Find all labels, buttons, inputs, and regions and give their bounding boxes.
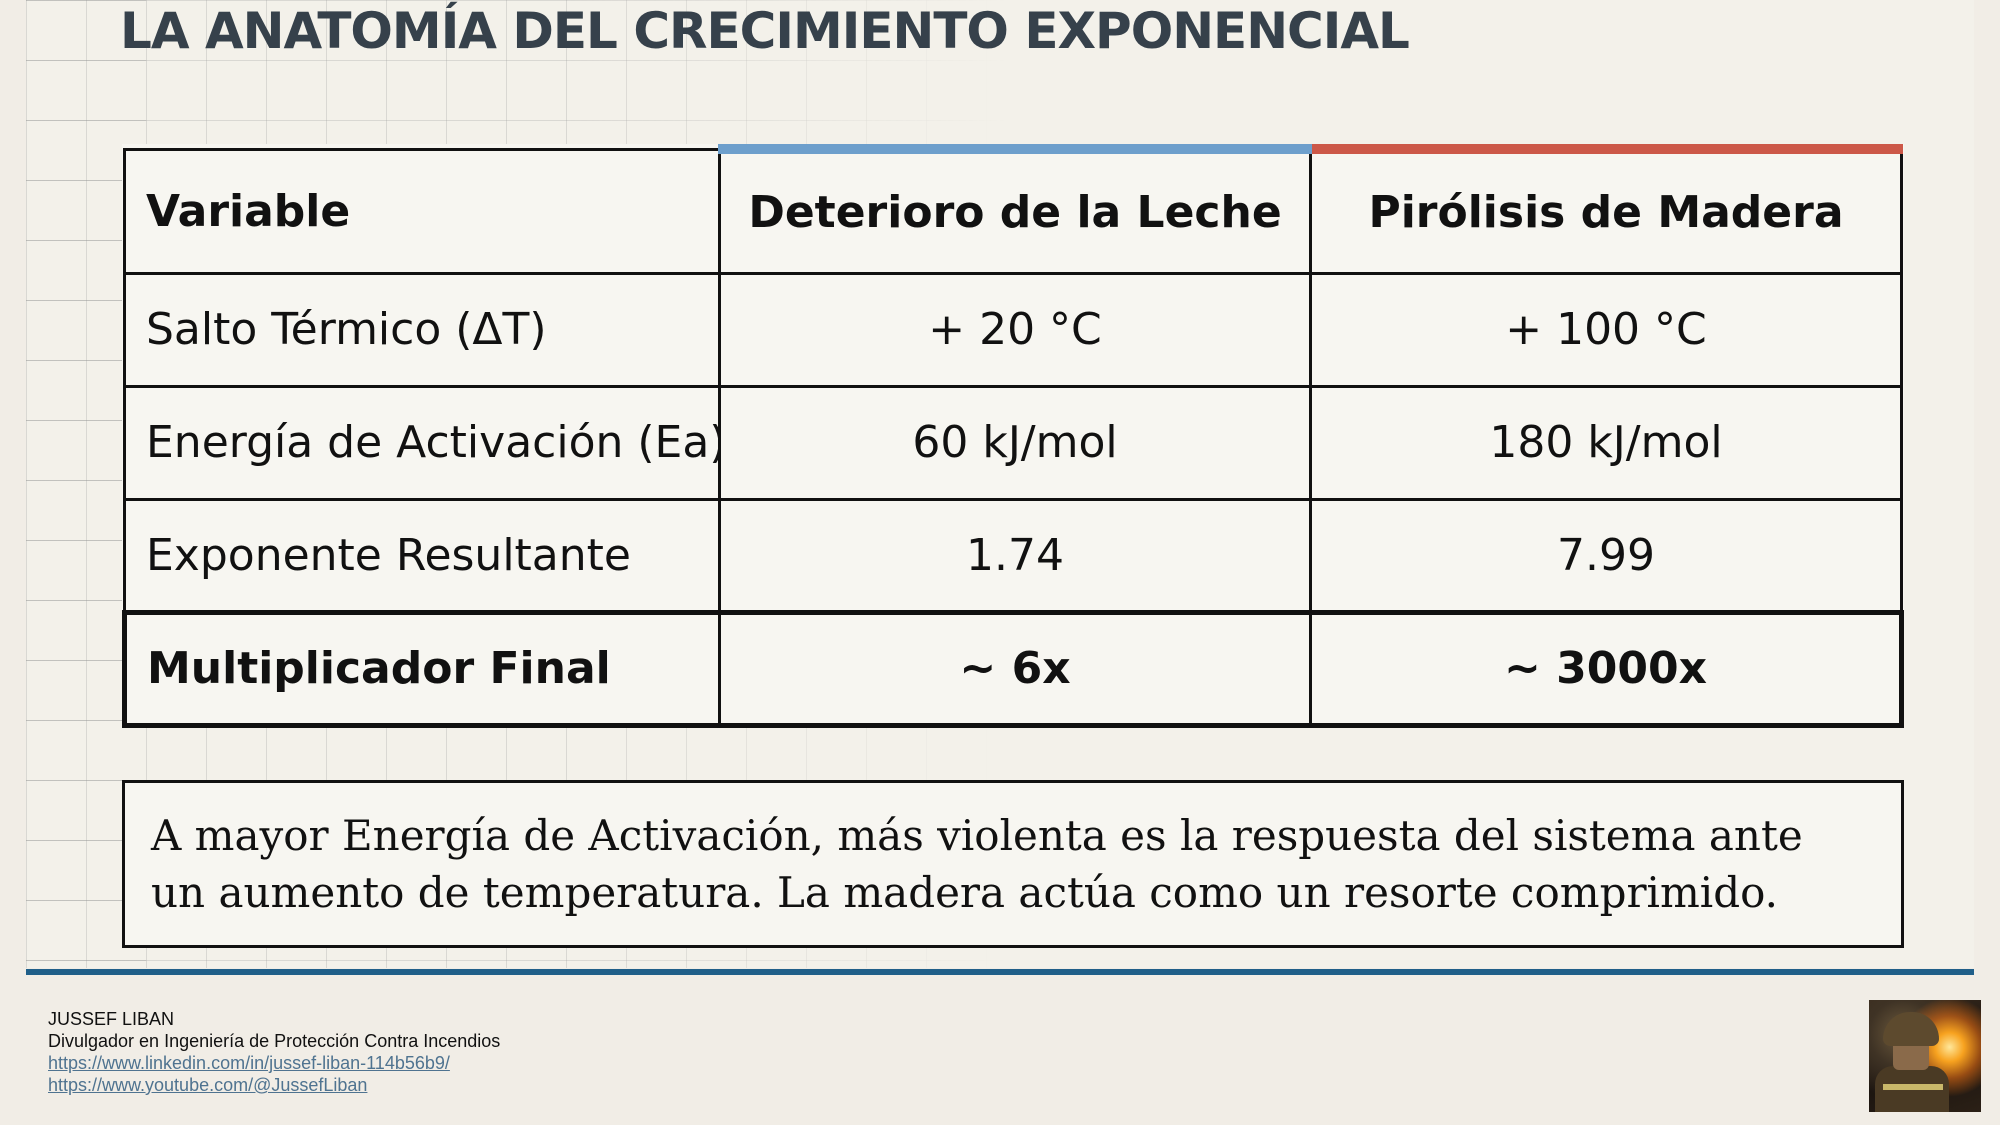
- slide: LA ANATOMÍA DEL CRECIMIENTO EXPONENCIAL …: [26, 0, 1974, 968]
- table-header-row: Variable Deterioro de la Leche Pirólisis…: [123, 144, 1903, 275]
- slide-title: LA ANATOMÍA DEL CRECIMIENTO EXPONENCIAL: [120, 2, 1410, 60]
- table-row: Exponente Resultante 1.74 7.99: [123, 497, 1903, 614]
- comparison-table: Variable Deterioro de la Leche Pirólisis…: [122, 144, 1904, 728]
- cell-madera: 7.99: [1309, 497, 1903, 614]
- row-label: Salto Térmico (ΔT): [123, 271, 721, 388]
- header-madera: Pirólisis de Madera: [1309, 144, 1903, 275]
- table-row-final: Multiplicador Final ~ 6x ~ 3000x: [122, 609, 1904, 728]
- footer-divider: [26, 969, 1974, 975]
- header-variable: Variable: [123, 147, 721, 275]
- cell-madera: 180 kJ/mol: [1309, 384, 1903, 501]
- conclusion-box: A mayor Energía de Activación, más viole…: [122, 780, 1904, 948]
- linkedin-link[interactable]: https://www.linkedin.com/in/jussef-liban…: [48, 1053, 450, 1073]
- youtube-link[interactable]: https://www.youtube.com/@JussefLiban: [48, 1075, 368, 1095]
- footer: JUSSEF LIBAN Divulgador en Ingeniería de…: [48, 1008, 500, 1096]
- conclusion-line-2: un aumento de temperatura. La madera act…: [151, 868, 1779, 917]
- author-name: JUSSEF LIBAN: [48, 1009, 175, 1029]
- cell-leche: 60 kJ/mol: [718, 384, 1312, 501]
- photo-helmet: [1883, 1012, 1939, 1046]
- cell-leche: 1.74: [718, 497, 1312, 614]
- cell-leche: + 20 °C: [718, 271, 1312, 388]
- table-row: Energía de Activación (Ea) 60 kJ/mol 180…: [123, 384, 1903, 501]
- row-label: Energía de Activación (Ea): [123, 384, 721, 501]
- row-label: Multiplicador Final: [122, 609, 721, 728]
- author-role: Divulgador en Ingeniería de Protección C…: [48, 1031, 501, 1051]
- conclusion-line-1: A mayor Energía de Activación, más viole…: [151, 811, 1803, 860]
- photo-reflective-stripe: [1883, 1084, 1943, 1090]
- header-leche: Deterioro de la Leche: [718, 144, 1312, 275]
- row-label: Exponente Resultante: [123, 497, 721, 614]
- cell-leche: ~ 6x: [718, 609, 1312, 728]
- cell-madera: ~ 3000x: [1309, 609, 1904, 728]
- cell-madera: + 100 °C: [1309, 271, 1903, 388]
- table-row: Salto Térmico (ΔT) + 20 °C + 100 °C: [123, 271, 1903, 388]
- firefighter-photo: [1869, 1000, 1981, 1112]
